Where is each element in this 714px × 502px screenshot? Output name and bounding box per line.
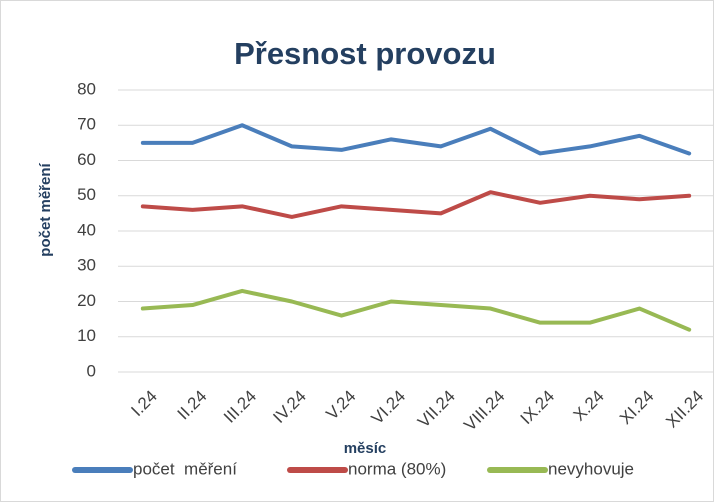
chart-title: Přesnost provozu xyxy=(234,36,496,71)
y-tick-label: 40 xyxy=(77,220,96,239)
y-tick-label: 20 xyxy=(77,291,96,310)
line-series xyxy=(140,190,692,219)
y-tick-label: 10 xyxy=(77,326,96,345)
line-series xyxy=(140,288,692,332)
y-tick-label: 60 xyxy=(77,150,96,169)
legend-label: norma (80%) xyxy=(348,459,446,478)
legend-label: nevyhovuje xyxy=(548,459,634,478)
legend-label: počet měření xyxy=(133,459,237,478)
y-tick-label: 30 xyxy=(77,256,96,275)
x-axis-label: měsíc xyxy=(344,440,387,457)
line-series xyxy=(140,123,692,156)
y-tick-label: 70 xyxy=(77,115,96,134)
y-tick-label: 0 xyxy=(87,361,96,380)
y-tick-label: 50 xyxy=(77,185,96,204)
y-axis-label: počet měření xyxy=(37,162,54,256)
y-tick-label: 80 xyxy=(77,79,96,98)
